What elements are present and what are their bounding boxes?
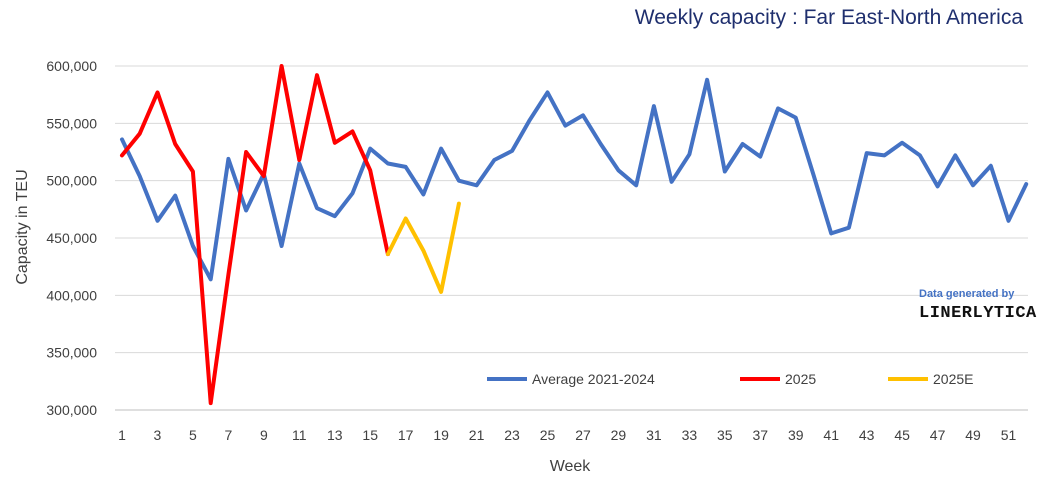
x-axis-title: Week xyxy=(550,458,592,475)
x-tick-label: 13 xyxy=(327,427,343,443)
series-line-2 xyxy=(385,201,461,294)
x-tick-label: 7 xyxy=(224,427,232,443)
x-tick-label: 1 xyxy=(118,427,126,443)
brand-logo: LINERLYTICA xyxy=(919,304,1037,323)
x-axis-ticks: 1 3 5 7 9 11 13 15 17 19 21 23 25 27 29 31 33 35 37 39 41 43 4… xyxy=(118,427,1016,443)
x-tick-label: 39 xyxy=(788,427,804,443)
x-tick-label: 23 xyxy=(504,427,520,443)
series-line-0 xyxy=(120,77,1029,282)
x-tick-label: 41 xyxy=(823,427,839,443)
x-tick-label: 49 xyxy=(965,427,981,443)
x-tick-label: 31 xyxy=(646,427,662,443)
y-axis-title: Capacity in TEU xyxy=(14,169,31,284)
x-tick-label: 33 xyxy=(682,427,698,443)
y-tick-label: 600,000 xyxy=(46,58,97,74)
y-tick-label: 450,000 xyxy=(46,230,97,246)
y-axis-ticks: 300,000 350,000 400,000 450,000 500,000 550,0… xyxy=(46,58,97,418)
y-tick-label: 550,000 xyxy=(46,115,97,131)
x-tick-label: 27 xyxy=(575,427,591,443)
chart-title: Weekly capacity : Far East-North America xyxy=(634,6,1023,29)
series-line-1 xyxy=(120,64,390,406)
legend-label: Average 2021-2024 xyxy=(532,371,655,387)
x-tick-label: 51 xyxy=(1001,427,1017,443)
credit-label: Data generated by xyxy=(919,288,1015,300)
x-tick-label: 25 xyxy=(540,427,556,443)
x-tick-label: 19 xyxy=(433,427,449,443)
x-tick-label: 11 xyxy=(292,427,307,443)
x-tick-label: 37 xyxy=(752,427,768,443)
x-tick-label: 43 xyxy=(859,427,875,443)
legend: Average 2021-2024 2025 2025E xyxy=(487,371,973,387)
x-tick-label: 45 xyxy=(894,427,910,443)
y-tick-label: 300,000 xyxy=(46,402,97,418)
series-lines xyxy=(120,64,1029,406)
x-tick-label: 3 xyxy=(154,427,162,443)
x-tick-label: 17 xyxy=(398,427,414,443)
x-tick-label: 21 xyxy=(469,427,485,443)
y-tick-label: 350,000 xyxy=(46,345,97,361)
x-tick-label: 9 xyxy=(260,427,268,443)
y-tick-label: 400,000 xyxy=(46,287,97,303)
x-tick-label: 29 xyxy=(611,427,627,443)
legend-label: 2025 xyxy=(785,371,816,387)
legend-label: 2025E xyxy=(933,371,973,387)
x-tick-label: 47 xyxy=(930,427,946,443)
x-tick-label: 15 xyxy=(362,427,378,443)
x-tick-label: 35 xyxy=(717,427,733,443)
y-tick-label: 500,000 xyxy=(46,173,97,189)
x-tick-label: 5 xyxy=(189,427,197,443)
gridlines xyxy=(115,65,1028,411)
